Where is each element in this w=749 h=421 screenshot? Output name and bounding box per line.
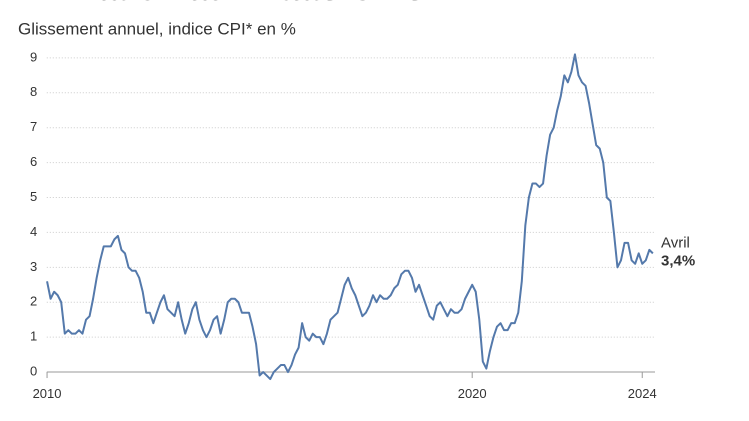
annotation-value: 3,4%	[661, 252, 695, 269]
y-tick-label: 7	[30, 119, 37, 134]
chart-subtitle: Glissement annuel, indice CPI* en %	[18, 19, 296, 38]
y-tick-label: 0	[30, 363, 37, 378]
annotation-label: Avril	[661, 234, 690, 251]
x-tick-label: 2020	[458, 386, 487, 401]
chart-title: L'inflation aux Etats-Unis	[18, 0, 425, 8]
y-tick-label: 8	[30, 84, 37, 99]
y-tick-label: 5	[30, 189, 37, 204]
y-tick-label: 9	[30, 49, 37, 64]
y-tick-label: 2	[30, 294, 37, 309]
x-tick-label: 2024	[628, 386, 657, 401]
y-tick-label: 1	[30, 329, 37, 344]
x-tick-label: 2010	[33, 386, 62, 401]
y-tick-label: 4	[30, 224, 37, 239]
y-tick-label: 3	[30, 259, 37, 274]
line	[46, 53, 654, 381]
y-tick-label: 6	[30, 154, 37, 169]
